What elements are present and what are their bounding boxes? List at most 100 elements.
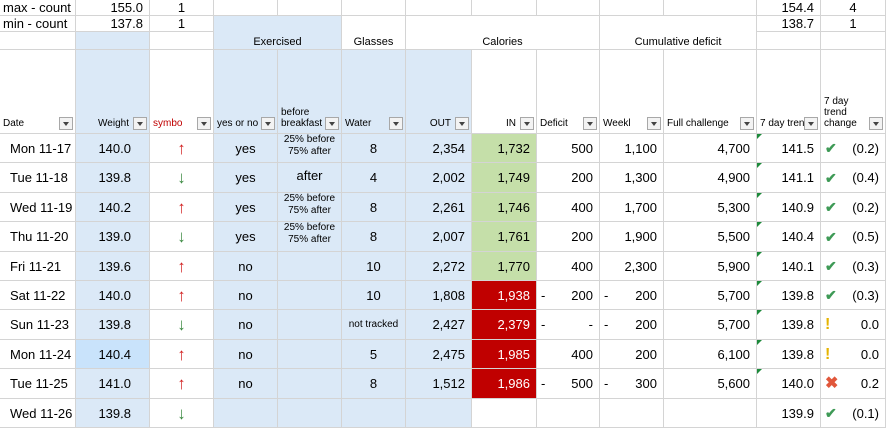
weekly-cell[interactable]: 1,700 xyxy=(600,193,664,222)
empty-cell[interactable] xyxy=(342,0,406,16)
weight-cell[interactable]: 140.0 xyxy=(76,281,150,310)
weekly-cell[interactable]: - 200 xyxy=(600,310,664,340)
calories-in-cell[interactable]: 1,986 xyxy=(472,369,537,399)
filter-dropdown-icon[interactable] xyxy=(389,117,403,130)
weekly-cell[interactable]: - 200 xyxy=(600,281,664,310)
before-breakfast-cell[interactable]: after xyxy=(278,163,342,193)
summary-trend-change[interactable]: 1 xyxy=(821,16,886,32)
weight-cell[interactable]: 140.4 xyxy=(76,340,150,369)
before-breakfast-cell[interactable] xyxy=(278,340,342,369)
calories-out-cell[interactable]: 2,427 xyxy=(406,310,472,340)
weight-cell[interactable]: 140.2 xyxy=(76,193,150,222)
calories-in-cell[interactable]: 2,379 xyxy=(472,310,537,340)
exercised-cell[interactable]: no xyxy=(214,252,278,281)
empty-cell[interactable] xyxy=(472,0,537,16)
header-deficit[interactable]: Deficit xyxy=(537,50,600,134)
seven-day-trend-change-cell[interactable]: ! 0.0 xyxy=(821,340,886,369)
date-cell[interactable]: Sat 11-22 xyxy=(0,281,76,310)
filter-dropdown-icon[interactable] xyxy=(197,117,211,130)
weight-cell[interactable]: 139.8 xyxy=(76,399,150,428)
weight-cell[interactable]: 139.8 xyxy=(76,163,150,193)
deficit-cell[interactable]: - 500 xyxy=(537,369,600,399)
group-cumulative-deficit[interactable]: Cumulative deficit xyxy=(600,16,757,50)
seven-day-trend-cell[interactable]: 141.1 xyxy=(757,163,821,193)
seven-day-trend-change-cell[interactable]: ✔ (0.2) xyxy=(821,193,886,222)
seven-day-trend-cell[interactable]: 139.8 xyxy=(757,310,821,340)
symbol-cell[interactable]: ↑ xyxy=(150,340,214,369)
water-cell[interactable]: 5 xyxy=(342,340,406,369)
filter-dropdown-icon[interactable] xyxy=(583,117,597,130)
full-challenge-cell[interactable]: 5,700 xyxy=(664,281,757,310)
calories-in-cell[interactable]: 1,985 xyxy=(472,340,537,369)
before-breakfast-cell[interactable] xyxy=(278,310,342,340)
symbol-cell[interactable]: ↓ xyxy=(150,310,214,340)
seven-day-trend-change-cell[interactable]: ✖ 0.2 xyxy=(821,369,886,399)
weekly-cell[interactable]: - 300 xyxy=(600,369,664,399)
deficit-cell[interactable]: 500 xyxy=(537,134,600,163)
date-cell[interactable]: Fri 11-21 xyxy=(0,252,76,281)
summary-symbol[interactable]: 1 xyxy=(150,0,214,16)
weekly-cell[interactable]: 2,300 xyxy=(600,252,664,281)
calories-in-cell[interactable]: 1,746 xyxy=(472,193,537,222)
full-challenge-cell[interactable]: 5,900 xyxy=(664,252,757,281)
seven-day-trend-cell[interactable]: 139.8 xyxy=(757,281,821,310)
header-before-breakfast[interactable]: before breakfast xyxy=(278,50,342,134)
header-in[interactable]: IN xyxy=(472,50,537,134)
exercised-cell[interactable]: yes xyxy=(214,222,278,252)
filter-dropdown-icon[interactable] xyxy=(261,117,275,130)
full-challenge-cell[interactable]: 4,900 xyxy=(664,163,757,193)
seven-day-trend-cell[interactable]: 140.4 xyxy=(757,222,821,252)
water-cell[interactable]: 8 xyxy=(342,222,406,252)
weekly-cell[interactable]: 1,900 xyxy=(600,222,664,252)
empty-cell[interactable] xyxy=(214,0,278,16)
deficit-cell[interactable]: 400 xyxy=(537,193,600,222)
calories-out-cell[interactable]: 2,261 xyxy=(406,193,472,222)
summary-trend-change[interactable]: 4 xyxy=(821,0,886,16)
water-cell[interactable]: 4 xyxy=(342,163,406,193)
before-breakfast-cell[interactable] xyxy=(278,252,342,281)
weight-cell[interactable]: 139.8 xyxy=(76,310,150,340)
seven-day-trend-change-cell[interactable]: ✔ (0.3) xyxy=(821,252,886,281)
weekly-cell[interactable]: 1,300 xyxy=(600,163,664,193)
symbol-cell[interactable]: ↑ xyxy=(150,281,214,310)
summary-label[interactable]: max - count xyxy=(0,0,76,16)
weight-cell[interactable]: 140.0 xyxy=(76,134,150,163)
filter-dropdown-icon[interactable] xyxy=(59,117,73,130)
calories-in-cell[interactable]: 1,761 xyxy=(472,222,537,252)
group-calories[interactable]: Calories xyxy=(406,16,600,50)
filter-dropdown-icon[interactable] xyxy=(520,117,534,130)
weekly-cell[interactable]: 1,100 xyxy=(600,134,664,163)
date-cell[interactable]: Sun 11-23 xyxy=(0,310,76,340)
deficit-cell[interactable]: -- xyxy=(537,310,600,340)
before-breakfast-cell[interactable]: 25% before 75% after xyxy=(278,222,342,252)
header-symbol[interactable]: symbo xyxy=(150,50,214,134)
calories-out-cell[interactable]: 2,272 xyxy=(406,252,472,281)
deficit-cell[interactable]: 400 xyxy=(537,340,600,369)
empty-cell[interactable] xyxy=(821,32,886,50)
symbol-cell[interactable]: ↑ xyxy=(150,252,214,281)
date-cell[interactable]: Mon 11-17 xyxy=(0,134,76,163)
symbol-cell[interactable]: ↑ xyxy=(150,193,214,222)
calories-out-cell[interactable]: 1,512 xyxy=(406,369,472,399)
exercised-cell[interactable]: yes xyxy=(214,134,278,163)
calories-in-cell[interactable]: 1,938 xyxy=(472,281,537,310)
empty-cell[interactable] xyxy=(150,32,214,50)
calories-out-cell[interactable]: 2,002 xyxy=(406,163,472,193)
date-cell[interactable]: Mon 11-24 xyxy=(0,340,76,369)
filter-dropdown-icon[interactable] xyxy=(869,117,883,130)
seven-day-trend-cell[interactable]: 140.9 xyxy=(757,193,821,222)
empty-cell[interactable] xyxy=(76,32,150,50)
exercised-cell[interactable] xyxy=(214,399,278,428)
exercised-cell[interactable]: no xyxy=(214,340,278,369)
group-glasses[interactable]: Glasses xyxy=(342,16,406,50)
summary-trend[interactable]: 138.7 xyxy=(757,16,821,32)
water-cell[interactable]: 8 xyxy=(342,193,406,222)
seven-day-trend-change-cell[interactable]: ✔ (0.4) xyxy=(821,163,886,193)
filter-dropdown-icon[interactable] xyxy=(325,117,339,130)
deficit-cell[interactable]: 400 xyxy=(537,252,600,281)
filter-dropdown-icon[interactable] xyxy=(133,117,147,130)
group-exercised[interactable]: Exercised xyxy=(214,16,342,50)
before-breakfast-cell[interactable] xyxy=(278,369,342,399)
before-breakfast-cell[interactable]: 25% before 75% after xyxy=(278,134,342,163)
deficit-cell[interactable]: - 200 xyxy=(537,281,600,310)
